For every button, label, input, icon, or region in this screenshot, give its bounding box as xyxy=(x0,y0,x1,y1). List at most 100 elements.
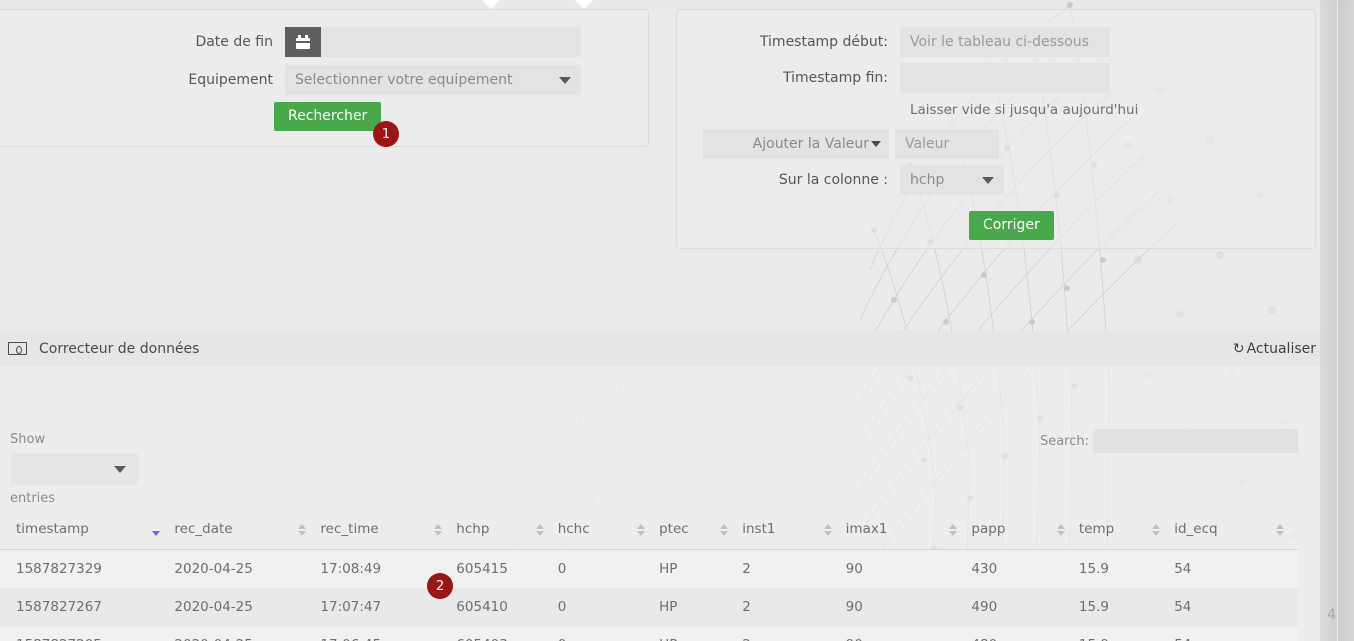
sort-icon xyxy=(535,524,544,536)
cell-hchp: 605415 xyxy=(456,561,508,577)
cell-rec_date: 2020-04-25 xyxy=(174,599,253,615)
equipement-select[interactable]: Selectionner votre equipement xyxy=(285,65,581,95)
sort-icon xyxy=(298,524,307,536)
equipement-label: Equipement xyxy=(188,72,273,88)
sur-la-colonne-row: Sur la colonne : hchp xyxy=(700,165,1004,195)
cell-hchp: 605410 xyxy=(456,599,508,615)
refresh-icon: ↻ xyxy=(1232,340,1245,357)
table-row[interactable]: 1587827267 2020-04-25 17:07:47 605410 0 HP 2 90… xyxy=(0,588,1298,626)
ajouter-valeur-dropdown[interactable]: Ajouter la Valeur xyxy=(703,129,889,159)
colonne-select[interactable]: hchp xyxy=(900,165,1004,195)
table-row[interactable]: 15878272052020-04-2517:06:456054030HP290… xyxy=(0,626,1298,641)
cell-inst1: 2 xyxy=(742,561,751,577)
table-header-label: id_ecq xyxy=(1174,521,1218,537)
caret-down-icon xyxy=(871,141,881,147)
ajouter-valeur-row: Ajouter la Valeur xyxy=(703,129,999,159)
sort-icon xyxy=(720,524,729,536)
table-header-label: rec_time xyxy=(320,521,379,537)
money-bill-icon xyxy=(8,342,27,355)
show-entries-control: Show entries xyxy=(10,428,210,506)
table-head: timestamp rec_date rec_time hchp hchc ptec ins… xyxy=(0,511,1298,550)
search-input[interactable] xyxy=(1093,429,1298,453)
cell-imax1: 90 xyxy=(845,561,863,577)
show-entries-select[interactable] xyxy=(10,453,138,485)
table-header-imax1[interactable]: imax1 xyxy=(845,511,972,550)
sort-icon xyxy=(434,524,443,536)
table-header-temp[interactable]: temp xyxy=(1078,511,1175,550)
date-fin-input-group xyxy=(285,27,581,57)
cell-temp: 15.9 xyxy=(1078,561,1109,577)
cell-id_ecq: 54 xyxy=(1174,599,1192,615)
cell-imax1: 90 xyxy=(845,599,863,615)
table-row[interactable]: 1587827329 2020-04-25 17:08:49 605415 0 HP 2 90… xyxy=(0,549,1298,588)
cell-imax1: 90 xyxy=(846,626,972,641)
cell-rec_date: 2020-04-25 xyxy=(174,561,253,577)
table-search-control: Search: xyxy=(1040,429,1298,453)
cell-inst1: 2 xyxy=(742,599,751,615)
timestamp-fin-row: Timestamp fin: xyxy=(700,63,1110,93)
sort-icon xyxy=(1152,524,1161,536)
table-header-id_ecq[interactable]: id_ecq xyxy=(1174,511,1298,550)
table-header-rec_time[interactable]: rec_time xyxy=(320,511,457,550)
panel-notch-right xyxy=(575,0,593,9)
chevron-down-icon xyxy=(559,77,571,84)
cell-hchc: 0 xyxy=(557,561,567,577)
table-header-hchp[interactable]: hchp xyxy=(456,511,558,550)
cell-ptec: HP xyxy=(659,599,678,615)
table-header-label: hchc xyxy=(557,521,590,537)
top-strip xyxy=(0,0,1354,9)
table-header-label: inst1 xyxy=(742,521,776,537)
timestamp-fin-input[interactable] xyxy=(900,63,1110,93)
cell-id_ecq: 54 xyxy=(1174,626,1298,641)
sort-icon xyxy=(1276,524,1284,536)
cell-rec_date: 2020-04-25 xyxy=(174,626,320,641)
table-header-rec_date[interactable]: rec_date xyxy=(174,511,321,550)
table-header-label: imax1 xyxy=(845,521,888,537)
table-header-ptec[interactable]: ptec xyxy=(659,511,743,550)
equipement-select-value: Selectionner votre equipement xyxy=(295,72,513,88)
ajouter-valeur-label: Ajouter la Valeur xyxy=(752,136,869,152)
cell-inst1: 2 xyxy=(742,626,845,641)
calendar-icon-button[interactable] xyxy=(285,27,321,57)
corriger-button[interactable]: Corriger xyxy=(969,211,1054,241)
date-fin-row: Date de fin xyxy=(120,27,581,57)
card-title: Correcteur de données xyxy=(39,340,200,357)
sur-la-colonne-label: Sur la colonne : xyxy=(778,172,888,188)
date-fin-label: Date de fin xyxy=(195,34,273,50)
rechercher-button[interactable]: Rechercher xyxy=(274,102,382,132)
valeur-input[interactable] xyxy=(895,129,999,159)
sort-icon xyxy=(1056,524,1065,536)
table-header-row: timestamp rec_date rec_time hchp hchc ptec ins… xyxy=(0,511,1298,550)
cell-ptec: HP xyxy=(659,626,742,641)
table-header-papp[interactable]: papp xyxy=(971,511,1079,550)
calendar-icon xyxy=(296,35,310,49)
date-fin-input[interactable] xyxy=(321,27,581,57)
panel-notch-left xyxy=(482,0,500,9)
cell-timestamp: 1587827329 xyxy=(16,561,102,577)
card-header: Correcteur de données ↻ Actualiser xyxy=(0,331,1332,366)
chevron-down-icon xyxy=(982,177,994,184)
colonne-select-value: hchp xyxy=(910,172,945,188)
table-header-hchc[interactable]: hchc xyxy=(557,511,660,550)
right-edge-scrollbar[interactable] xyxy=(1320,0,1354,641)
table-header-label: temp xyxy=(1078,521,1115,537)
data-table: timestamp rec_date rec_time hchp hchc ptec ins… xyxy=(0,511,1298,641)
cell-hchp: 605403 xyxy=(456,626,557,641)
cell-papp: 480 xyxy=(971,626,1078,641)
annotation-badge-1: 1 xyxy=(373,121,399,147)
table-header-inst1[interactable]: inst1 xyxy=(742,511,846,550)
sort-icon xyxy=(823,524,832,536)
timestamp-debut-input[interactable] xyxy=(900,27,1110,57)
timestamp-fin-hint: Laisser vide si jusqu'a aujourd'hui xyxy=(910,102,1139,118)
actualiser-label: Actualiser xyxy=(1246,340,1316,357)
table-header-timestamp[interactable]: timestamp xyxy=(0,511,175,550)
cell-temp: 15.9 xyxy=(1079,626,1174,641)
actualiser-button[interactable]: ↻ Actualiser xyxy=(1233,341,1316,357)
table-body: 1587827329 2020-04-25 17:08:49 605415 0 HP 2 90… xyxy=(0,549,1298,641)
cell-timestamp: 1587827205 xyxy=(0,626,174,641)
cell-papp: 430 xyxy=(971,561,998,577)
sort-icon xyxy=(949,524,958,536)
sort-desc-icon xyxy=(152,524,161,536)
cell-rec_time: 17:08:49 xyxy=(320,561,382,577)
